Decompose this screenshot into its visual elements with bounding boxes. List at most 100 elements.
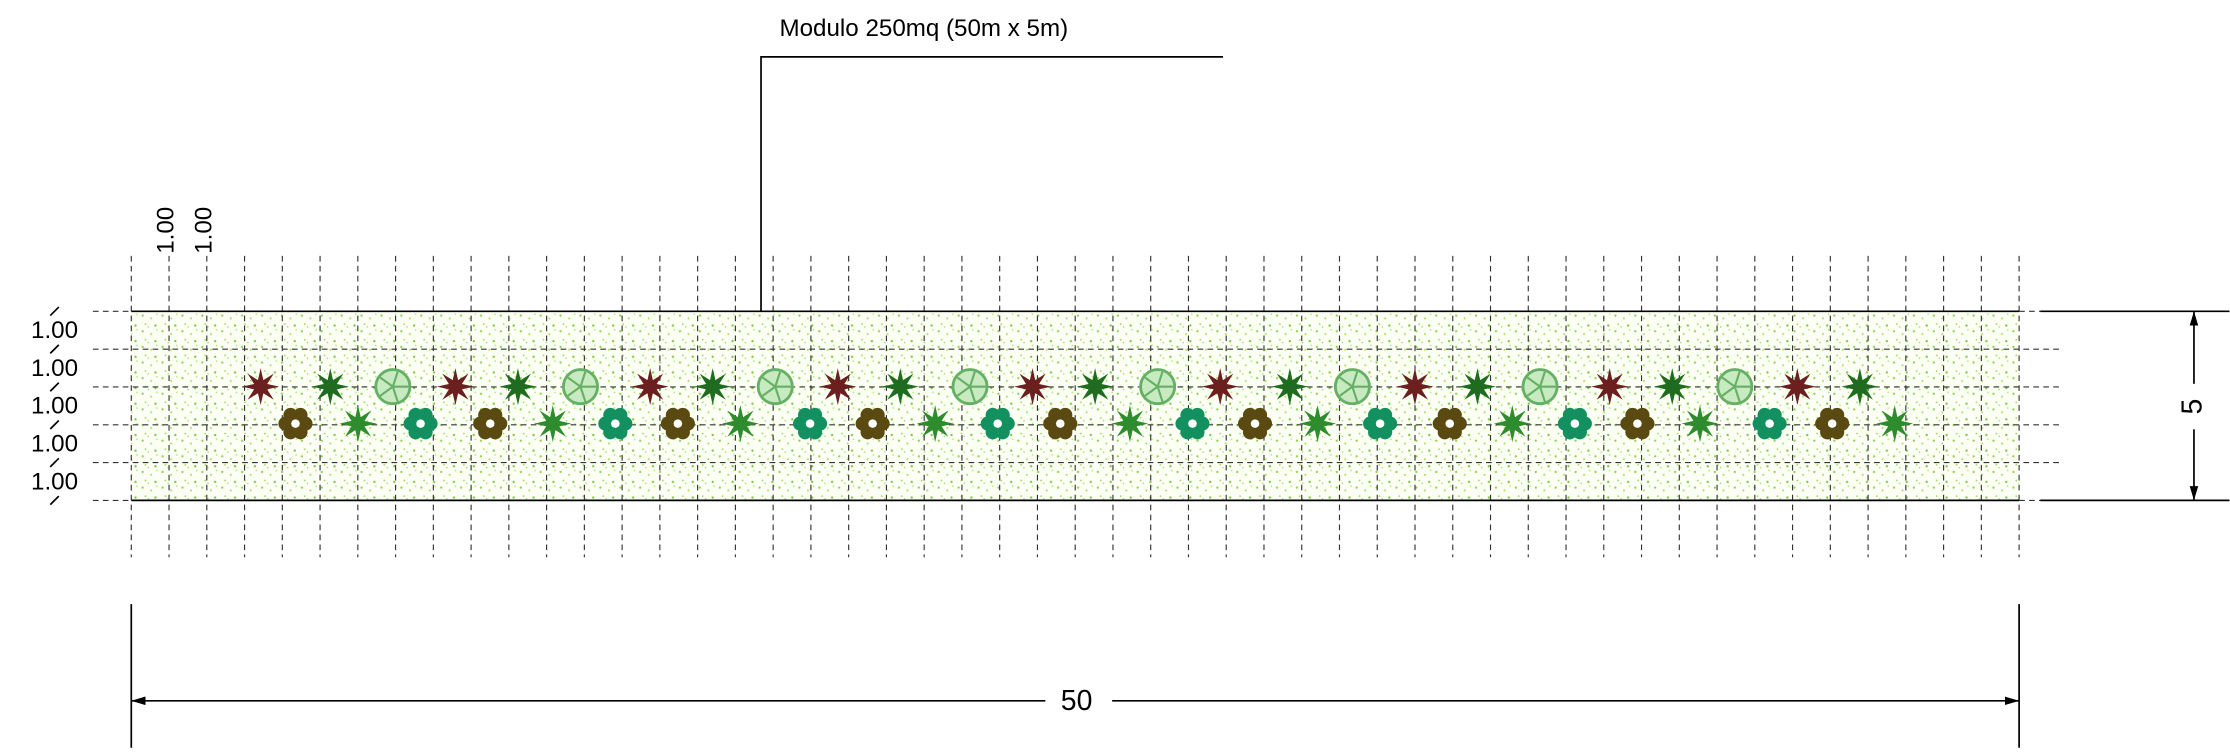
plant-part [1144, 376, 1159, 388]
row-label: 1.00 [31, 393, 78, 420]
plant-symbol [756, 368, 794, 406]
plant-part [436, 368, 474, 406]
plant-part [1201, 368, 1239, 406]
plant-part [1733, 386, 1741, 402]
plant-part [1765, 419, 1774, 428]
plant-symbol [339, 405, 377, 443]
dimension-tick [49, 457, 60, 468]
plant-part [567, 376, 582, 388]
plant-part [1375, 419, 1385, 428]
plant-part [485, 419, 495, 428]
plant-symbol [1432, 407, 1467, 440]
plant-symbol [1752, 407, 1787, 440]
plant-symbol [436, 368, 474, 406]
plant-part [1876, 405, 1914, 443]
plant-part [968, 386, 976, 402]
plant-part [673, 419, 683, 428]
plant-part [805, 419, 815, 428]
plant-symbol [881, 368, 919, 406]
plant-symbol [242, 368, 280, 406]
plant-symbol [631, 368, 669, 406]
plant-part [1339, 385, 1354, 397]
plant-part [1156, 371, 1164, 387]
plant-part [1681, 405, 1719, 443]
plant-symbol [1620, 407, 1655, 440]
plant-symbol [1111, 405, 1149, 443]
plant-part [868, 419, 877, 428]
plant-part [1363, 407, 1398, 440]
plant-part [1432, 407, 1467, 440]
plant-symbol [1014, 368, 1052, 406]
plant-symbol [562, 368, 599, 406]
plant-part [379, 385, 394, 397]
plant-part [1570, 419, 1580, 428]
plant-part [774, 371, 782, 387]
plant-part [774, 386, 782, 402]
plant-part [956, 385, 971, 397]
plant-symbol [1175, 407, 1210, 440]
plant-symbol [1591, 368, 1629, 406]
plant-part [1351, 371, 1359, 387]
plant-part [1111, 405, 1149, 443]
plant-part [473, 407, 508, 440]
plant-part [1271, 368, 1309, 406]
plant-part [416, 419, 425, 428]
plant-symbol [819, 368, 857, 406]
plant-part [980, 407, 1015, 440]
length-label: 50 [1061, 685, 1093, 717]
plant-part [1493, 405, 1531, 443]
plant-part [1076, 368, 1114, 406]
plant-symbol [694, 368, 732, 406]
row-label: 1.00 [31, 317, 78, 344]
plant-part [1841, 368, 1879, 406]
plant-part [1339, 376, 1354, 388]
plant-part [1526, 376, 1541, 388]
plant-part [761, 385, 776, 397]
column-label: 1.00 [153, 207, 180, 254]
plant-part [1445, 419, 1455, 428]
plant-symbol [951, 368, 989, 406]
plant-part [1237, 407, 1273, 440]
plant-part [1815, 407, 1850, 440]
dimension-tick [49, 382, 60, 392]
dimension-tick [49, 419, 60, 430]
plant-symbol [1139, 368, 1177, 406]
plant-symbol [1493, 405, 1531, 443]
plant-part [278, 407, 313, 440]
plant-part [1043, 407, 1078, 440]
plant-part [567, 385, 582, 397]
plant-symbol [1043, 407, 1078, 440]
plant-part [1778, 368, 1816, 406]
plant-symbol [1716, 368, 1754, 406]
plant-part [1752, 407, 1787, 440]
plant-symbol [1521, 368, 1559, 406]
plant-part [956, 376, 971, 388]
plant-symbol [916, 405, 954, 443]
plant-symbol [598, 407, 633, 440]
plant-symbol [534, 405, 572, 443]
plant-part [1526, 385, 1541, 397]
plant-part [1721, 385, 1736, 397]
plant-symbol [1396, 368, 1434, 406]
plant-part [1721, 376, 1736, 388]
plant-symbol [1299, 405, 1337, 443]
plant-part [660, 407, 695, 440]
dimension-tick [49, 344, 60, 355]
plant-part [1396, 368, 1434, 406]
plant-symbol [473, 407, 508, 440]
dimension-tick [49, 495, 60, 506]
plant-symbol [278, 407, 313, 440]
row-label: 1.00 [31, 468, 78, 495]
plant-part [694, 368, 732, 406]
plant-part [1539, 386, 1546, 402]
plant-part [1250, 419, 1260, 428]
plant-symbol [793, 407, 828, 440]
row-label: 1.00 [31, 430, 78, 457]
plant-part [391, 386, 399, 402]
plant-part [391, 371, 399, 387]
plant-part [611, 419, 620, 428]
plant-part [579, 386, 587, 402]
plants [242, 368, 1914, 443]
plant-symbol [403, 407, 438, 440]
